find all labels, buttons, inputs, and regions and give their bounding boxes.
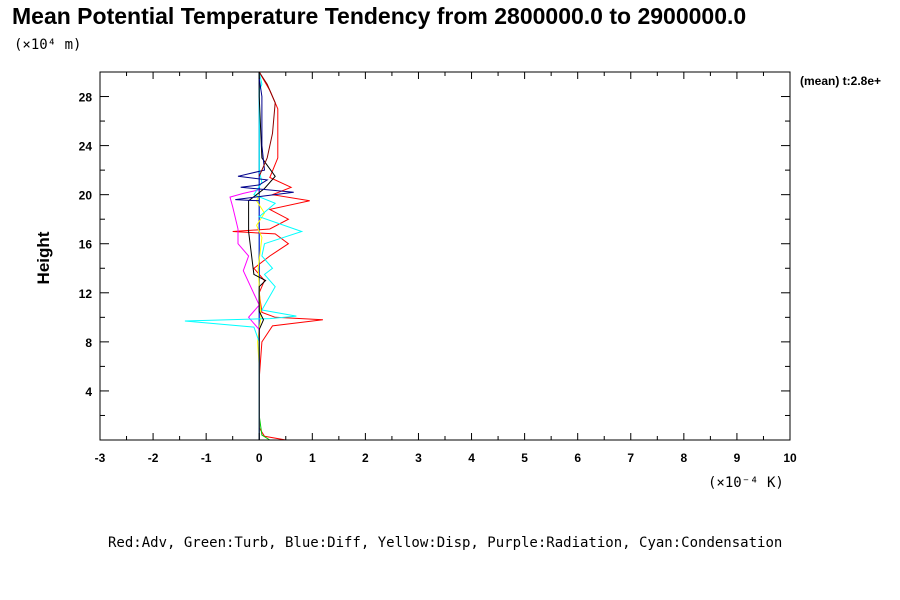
y-tick-label: 4	[85, 385, 92, 399]
series-line-adv	[232, 71, 323, 441]
x-tick-label: -1	[201, 451, 212, 465]
x-tick-label: 5	[521, 451, 528, 465]
y-tick-label: 8	[85, 336, 92, 350]
x-tick-label: 7	[627, 451, 634, 465]
y-tick-label: 12	[79, 287, 93, 301]
series-line-unlabeled-8	[258, 71, 276, 177]
series-line-disp	[256, 194, 266, 428]
x-tick-label: 4	[468, 451, 475, 465]
x-tick-label: 6	[574, 451, 581, 465]
series-legend: Red:Adv, Green:Turb, Blue:Diff, Yellow:D…	[108, 535, 782, 551]
x-tick-label: 1	[309, 451, 316, 465]
x-tick-label: 10	[783, 451, 797, 465]
y-unit-label: (×10⁴ m)	[14, 37, 81, 53]
y-tick-label: 20	[79, 189, 93, 203]
y-tick-label: 28	[79, 91, 93, 105]
series-line-radiation	[229, 189, 260, 440]
x-tick-label: 9	[734, 451, 741, 465]
x-tick-label: 8	[681, 451, 688, 465]
series-line-unlabeled-7	[235, 78, 294, 202]
time-label: (mean) t:2.8e+	[800, 74, 881, 88]
y-axis-title: Height	[34, 231, 53, 284]
x-tick-label: -2	[148, 451, 159, 465]
x-tick-label: -3	[95, 451, 106, 465]
x-tick-label: 3	[415, 451, 422, 465]
x-tick-label: 2	[362, 451, 369, 465]
x-tick-label: 0	[256, 451, 263, 465]
plot-area	[184, 71, 323, 441]
y-tick-label: 24	[79, 140, 93, 154]
chart-title: Mean Potential Temperature Tendency from…	[12, 3, 746, 29]
y-tick-label: 16	[79, 238, 93, 252]
plot-frame	[99, 71, 791, 441]
series-line-condensation	[184, 71, 304, 440]
series-line-mean	[248, 72, 276, 440]
x-unit-label: (×10⁻⁴ K)	[708, 475, 784, 491]
